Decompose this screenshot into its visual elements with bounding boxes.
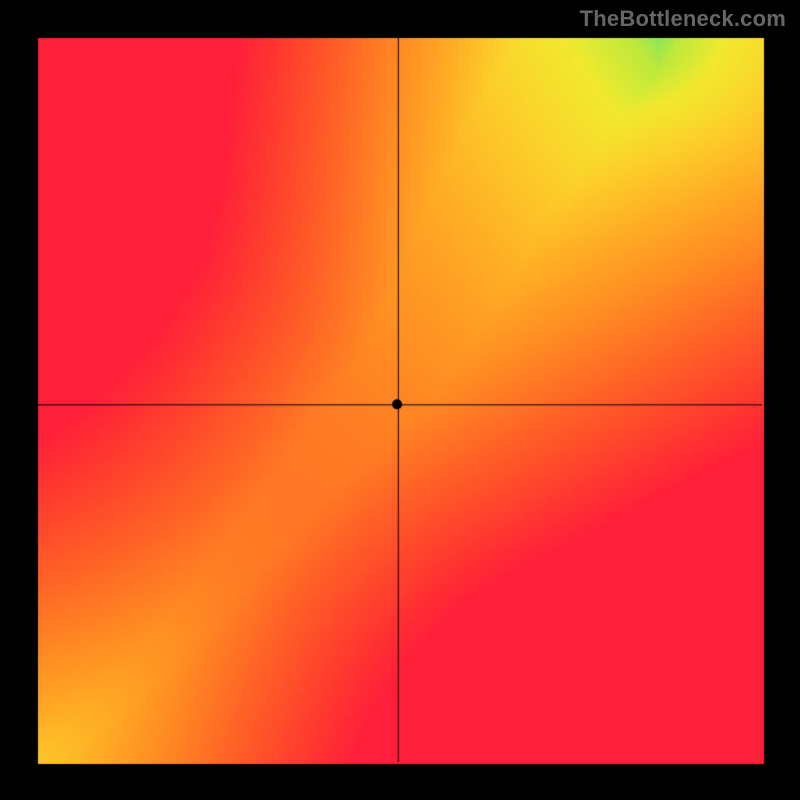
chart-container: TheBottleneck.com [0,0,800,800]
watermark-text: TheBottleneck.com [580,6,786,32]
bottleneck-heatmap [0,0,800,800]
